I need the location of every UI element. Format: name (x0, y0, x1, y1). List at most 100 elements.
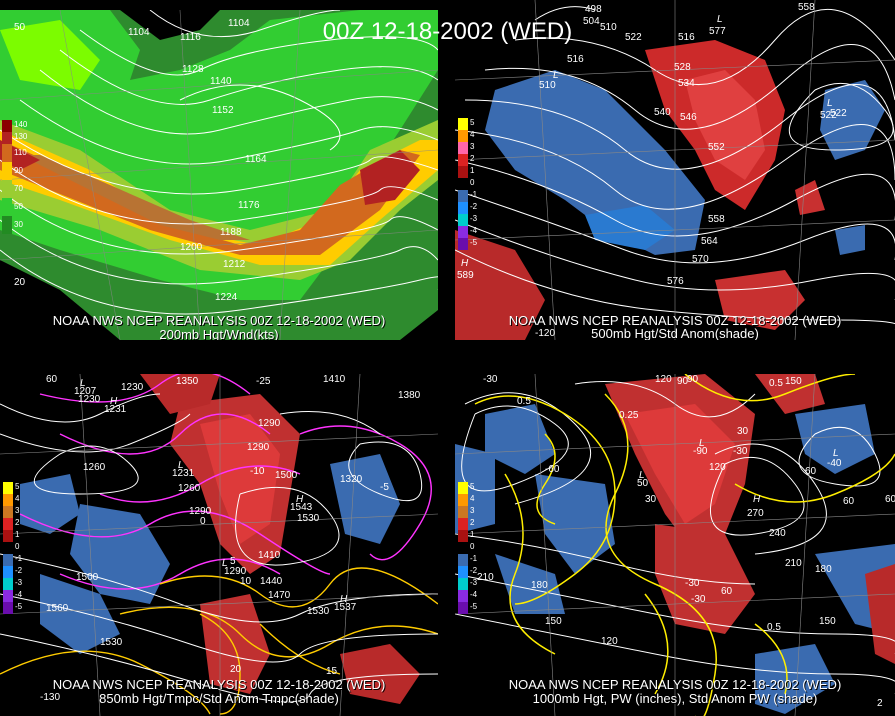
contour-label: 528 (674, 62, 691, 73)
contour-label: 1260 (178, 483, 201, 494)
low-center: L (699, 438, 705, 449)
contour-label: 516 (678, 32, 695, 43)
contour-label: 1500 (275, 470, 298, 481)
low-value: 1290 (224, 566, 247, 577)
panel-subtitle: 200mb Hgt/Wnd(kts) (159, 327, 279, 341)
pressure-centers: L 1207 H 1231 L 1231 H 1543 H 1537 L 129… (74, 378, 357, 613)
contour-labels: 1350 1410 1380 1230 1230 1260 1290 1260 … (46, 374, 421, 648)
legend-label: 3 (15, 506, 20, 515)
legend-label: -3 (470, 214, 478, 223)
legend-label: -3 (15, 578, 23, 587)
pw-label: 2 (877, 698, 883, 709)
contour-label: 516 (567, 54, 584, 65)
legend-label: 110 (14, 148, 27, 157)
std-anomaly-legend: 5 4 3 2 1 0 -1 -2 -3 -4 -5 (458, 118, 477, 250)
panel-500mb-height-anomaly: 498 504 510 516 522 528 534 540 546 552 … (455, 0, 895, 340)
high-center: H (461, 258, 469, 269)
contour-label: 498 (585, 4, 602, 15)
legend-label: -4 (470, 226, 478, 235)
contour-label: 150 (545, 616, 562, 627)
corner-label: -130 (40, 692, 60, 703)
contour-label: 540 (654, 107, 671, 118)
panel-850mb-height-temp: 1350 1410 1380 1230 1230 1260 1290 1260 … (0, 374, 438, 716)
pw-anomaly-legend: 5 4 3 2 1 0 -1 -2 -3 -4 -5 (458, 482, 477, 614)
contour-label: 1116 (180, 32, 201, 43)
legend-label: 3 (470, 142, 475, 151)
contour-label: 1104 (228, 18, 250, 29)
legend-label: 1 (470, 166, 475, 175)
contour-label: 522 (625, 32, 642, 43)
contour-label: 210 (477, 572, 494, 583)
legend-label: 2 (470, 518, 475, 527)
contour-label: 576 (667, 276, 684, 287)
pw-label: 0.25 (619, 410, 639, 421)
map-500mb: 498 504 510 516 522 528 534 540 546 552 … (455, 0, 895, 340)
temp-label: 5 (230, 556, 236, 567)
legend-label: 1 (15, 530, 20, 539)
contour-label: 1440 (260, 576, 283, 587)
contour-label: 180 (815, 564, 832, 575)
corner-label: 60 (46, 374, 58, 385)
contour-label: 60 (805, 466, 817, 477)
panel-credit: NOAA NWS NCEP REANALYSIS 00Z 12-18-2002 … (52, 677, 386, 692)
low-value: 1231 (172, 468, 195, 479)
contour-label: 1410 (258, 550, 281, 561)
panel-1000mb-pw-anomaly: 120 90 150 60 30 240 210 180 180 150 120… (455, 374, 895, 716)
low-value: -40 (827, 458, 842, 469)
low-value: -90 (693, 446, 708, 457)
contour-label: 120 (601, 636, 618, 647)
contour-label: 564 (701, 236, 718, 247)
legend-label: -1 (15, 554, 23, 563)
low-center: L (178, 460, 184, 471)
contour-label: 504 (583, 16, 600, 27)
legend-label: -5 (470, 238, 478, 247)
legend-label: -2 (15, 566, 23, 575)
corner-label: 60 (885, 494, 895, 505)
panel-200mb-height-wind: 1104 1104 1116 1128 1140 1152 1164 1176 … (0, 10, 438, 340)
low-center: L (80, 378, 86, 389)
wind-speed-legend: 140 130 110 90 70 50 30 (2, 120, 27, 234)
temp-label: -25 (256, 376, 271, 387)
low-value: 577 (709, 26, 726, 37)
contour-label: -30 (691, 594, 706, 605)
high-center: H (296, 494, 304, 505)
contour-label: 1200 (180, 242, 203, 253)
low-center: L (553, 70, 559, 81)
map-850mb: 1350 1410 1380 1230 1230 1260 1290 1260 … (0, 374, 438, 716)
contour-label: 1224 (215, 292, 238, 303)
contour-label: 1104 (128, 27, 150, 38)
legend-label: 5 (470, 118, 475, 127)
low-value: 1207 (74, 386, 97, 397)
legend-label: 2 (15, 518, 20, 527)
high-center: H (753, 494, 761, 505)
high-center: H (340, 594, 348, 605)
temp-label: -10 (250, 466, 265, 477)
legend-label: 1 (470, 530, 475, 539)
legend-label: -2 (470, 566, 478, 575)
contour-label: 240 (769, 528, 786, 539)
low-center: L (222, 558, 228, 569)
low-center: L (717, 14, 723, 25)
contour-label: 552 (708, 142, 725, 153)
contour-label: 1290 (247, 442, 270, 453)
legend-label: 0 (470, 178, 475, 187)
pw-label: 0.5 (767, 622, 781, 633)
contour-label: 1152 (212, 105, 234, 116)
temp-anomaly-legend: 5 4 3 2 1 0 -1 -2 -3 -4 -5 (3, 482, 22, 614)
pw-labels: 0.5 0.25 0.5 0.5 2 (517, 378, 883, 709)
legend-label: -3 (470, 578, 478, 587)
contour-label: 522 (830, 108, 847, 119)
legend-label: -4 (15, 590, 23, 599)
contour-label: 1260 (83, 462, 106, 473)
legend-label: 50 (14, 202, 23, 211)
contour-label: 120 (709, 462, 726, 473)
contour-label: -60 (545, 464, 560, 475)
low-value: 510 (539, 80, 556, 91)
corner-label: 90 (687, 374, 699, 385)
contour-label: 1164 (245, 154, 267, 165)
contour-label: 1350 (176, 376, 199, 387)
legend-label: 5 (15, 482, 20, 491)
high-value: 270 (747, 508, 764, 519)
corner-label: -120 (535, 328, 555, 339)
contour-label: 510 (600, 22, 617, 33)
